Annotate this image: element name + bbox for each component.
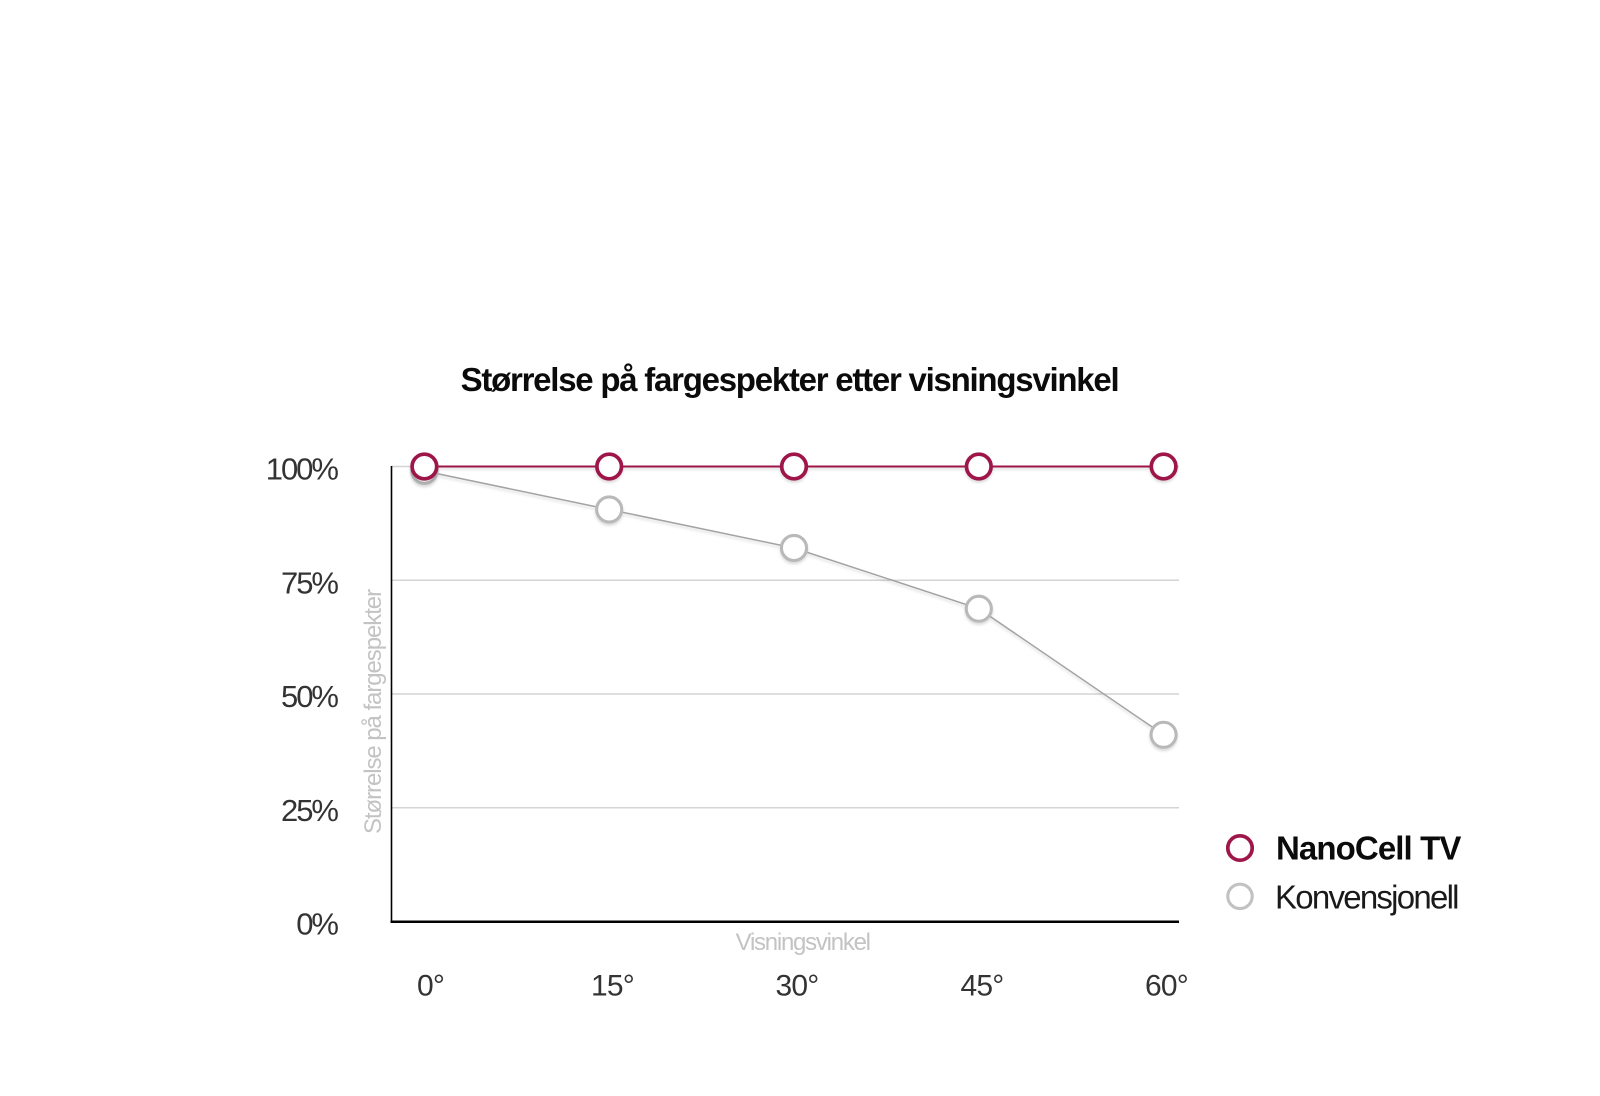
svg-text:45°: 45°: [961, 970, 1004, 1003]
svg-text:Konvensjonell: Konvensjonell: [1275, 879, 1458, 916]
svg-text:15°: 15°: [591, 970, 634, 1003]
svg-text:Visningsvinkel: Visningsvinkel: [736, 929, 870, 956]
svg-text:50%: 50%: [281, 679, 338, 714]
svg-text:Størrelse på fargespekter ette: Størrelse på fargespekter etter visnings…: [461, 361, 1119, 398]
svg-text:100%: 100%: [266, 452, 339, 487]
svg-text:0%: 0%: [296, 907, 338, 942]
svg-text:25%: 25%: [281, 793, 338, 828]
svg-text:60°: 60°: [1145, 970, 1188, 1003]
svg-text:NanoCell TV: NanoCell TV: [1276, 829, 1461, 866]
svg-text:0°: 0°: [417, 970, 444, 1003]
svg-text:Størrelse på fargespekter: Størrelse på fargespekter: [360, 589, 387, 834]
svg-text:30°: 30°: [776, 970, 819, 1003]
svg-text:75%: 75%: [281, 565, 338, 600]
